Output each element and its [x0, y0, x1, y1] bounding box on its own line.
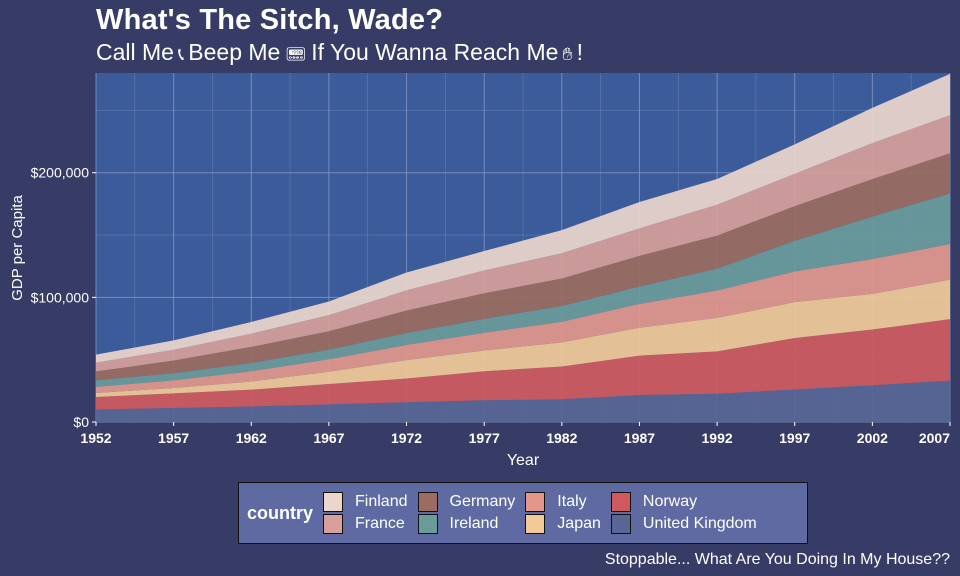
x-tick-label: 1982	[546, 430, 577, 446]
subtitle-text-2: Beep Me	[188, 39, 281, 65]
x-tick-label: 1957	[158, 430, 189, 446]
legend-item-france: France	[323, 513, 407, 535]
legend-label: Japan	[557, 515, 601, 532]
legend-label: Germany	[449, 493, 516, 510]
legend-items: Finland France Germany Ireland Italy Japan Nor…	[323, 491, 757, 535]
legend-item-finland: Finland	[323, 491, 408, 513]
phone-icon: 📞︎	[177, 44, 185, 65]
legend-item-ireland: Ireland	[417, 513, 516, 535]
subtitle-text-3: If You Wanna Reach Me	[311, 39, 559, 65]
x-tick-label: 2007	[919, 430, 950, 446]
legend-label: Norway	[642, 493, 698, 510]
x-tick-label: 1962	[236, 430, 267, 446]
legend-item-germany: Germany	[417, 491, 516, 513]
waving-hand-icon: ✋︎	[562, 44, 573, 65]
area-series-japan	[96, 279, 950, 397]
pager-icon: 📟︎	[284, 44, 308, 65]
x-axis-label: Year	[507, 452, 540, 469]
legend-title: country	[247, 502, 314, 523]
legend-label: Ireland	[449, 515, 499, 532]
legend-swatch	[525, 514, 546, 534]
chart-title: What's The Sitch, Wade?	[96, 4, 444, 36]
legend-label: France	[355, 515, 405, 532]
legend-item-japan: Japan	[525, 513, 601, 535]
axes: $0 $100,000 $200,000 1952 1957 1962 1967 1972 19…	[31, 165, 951, 446]
subtitle-text-1: Call Me	[96, 39, 174, 65]
legend-item-united-kingdom: United Kingdom	[610, 513, 757, 535]
legend-label: United Kingdom	[642, 515, 757, 532]
x-tick-label: 2002	[857, 430, 888, 446]
legend-swatch	[610, 514, 631, 534]
y-tick-label: $200,000	[31, 165, 90, 181]
y-tick-label: $0	[73, 414, 89, 430]
legend-swatch	[323, 492, 344, 512]
chart-caption: Stoppable... What Are You Doing In My Ho…	[604, 551, 950, 568]
area-series-norway	[96, 319, 950, 410]
legend-swatch	[417, 514, 438, 534]
area-series-united-kingdom	[96, 380, 950, 422]
series-areas	[96, 73, 950, 422]
x-tick-label: 1967	[313, 430, 344, 446]
legend-item-italy: Italy	[525, 491, 601, 513]
legend-swatch	[323, 514, 344, 534]
legend-swatch	[525, 492, 546, 512]
legend: country Finland France Germany Ireland Italy…	[238, 482, 808, 544]
x-tick-label: 1987	[624, 430, 655, 446]
x-tick-label: 1972	[391, 430, 422, 446]
legend-swatch	[417, 492, 438, 512]
x-tick-label: 1997	[779, 430, 810, 446]
legend-label: Finland	[355, 493, 408, 510]
y-axis-label: GDP per Capita	[9, 195, 26, 301]
x-tick-label: 1992	[702, 430, 733, 446]
legend-swatch	[610, 492, 631, 512]
x-tick-label: 1977	[469, 430, 500, 446]
chart-subtitle: Call Me 📞︎ Beep Me 📟︎ If You Wanna Reach Me ✋…	[96, 39, 583, 66]
legend-label: Italy	[557, 493, 587, 510]
x-tick-label: 1952	[80, 430, 111, 446]
subtitle-text-4: !	[576, 39, 584, 65]
legend-item-norway: Norway	[610, 491, 757, 513]
y-tick-label: $100,000	[31, 289, 90, 305]
